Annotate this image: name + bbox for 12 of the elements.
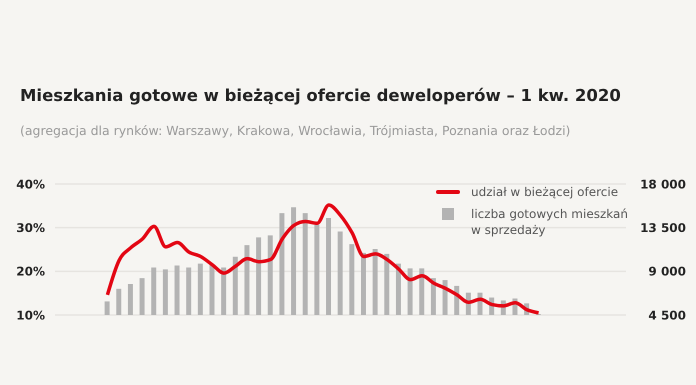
legend-label: udział w bieżącej ofercie	[471, 184, 620, 200]
legend-label: liczba gotowych mieszkań w sprzedaży	[471, 206, 629, 238]
y-tick-label: 10%	[16, 308, 45, 322]
y-tick-label: 40%	[16, 177, 45, 192]
chart-subtitle: (agregacja dla rynków: Warszawy, Krakowa, Wrocławia, Trójmiasta, Poznania oraz Łodzi)	[20, 123, 570, 138]
y2-tick-label: 4 500	[648, 308, 686, 322]
y-tick-label: 30%	[16, 220, 45, 235]
y2-tick-label: 18 000	[640, 177, 686, 192]
chart-title: Mieszkania gotowe w bieżącej ofercie deweloperów – 1 kw. 2020	[20, 86, 621, 105]
y2-tick-label: 9 000	[648, 264, 686, 279]
y-tick-label: 20%	[16, 264, 45, 279]
y2-tick-label: 13 500	[640, 220, 686, 235]
